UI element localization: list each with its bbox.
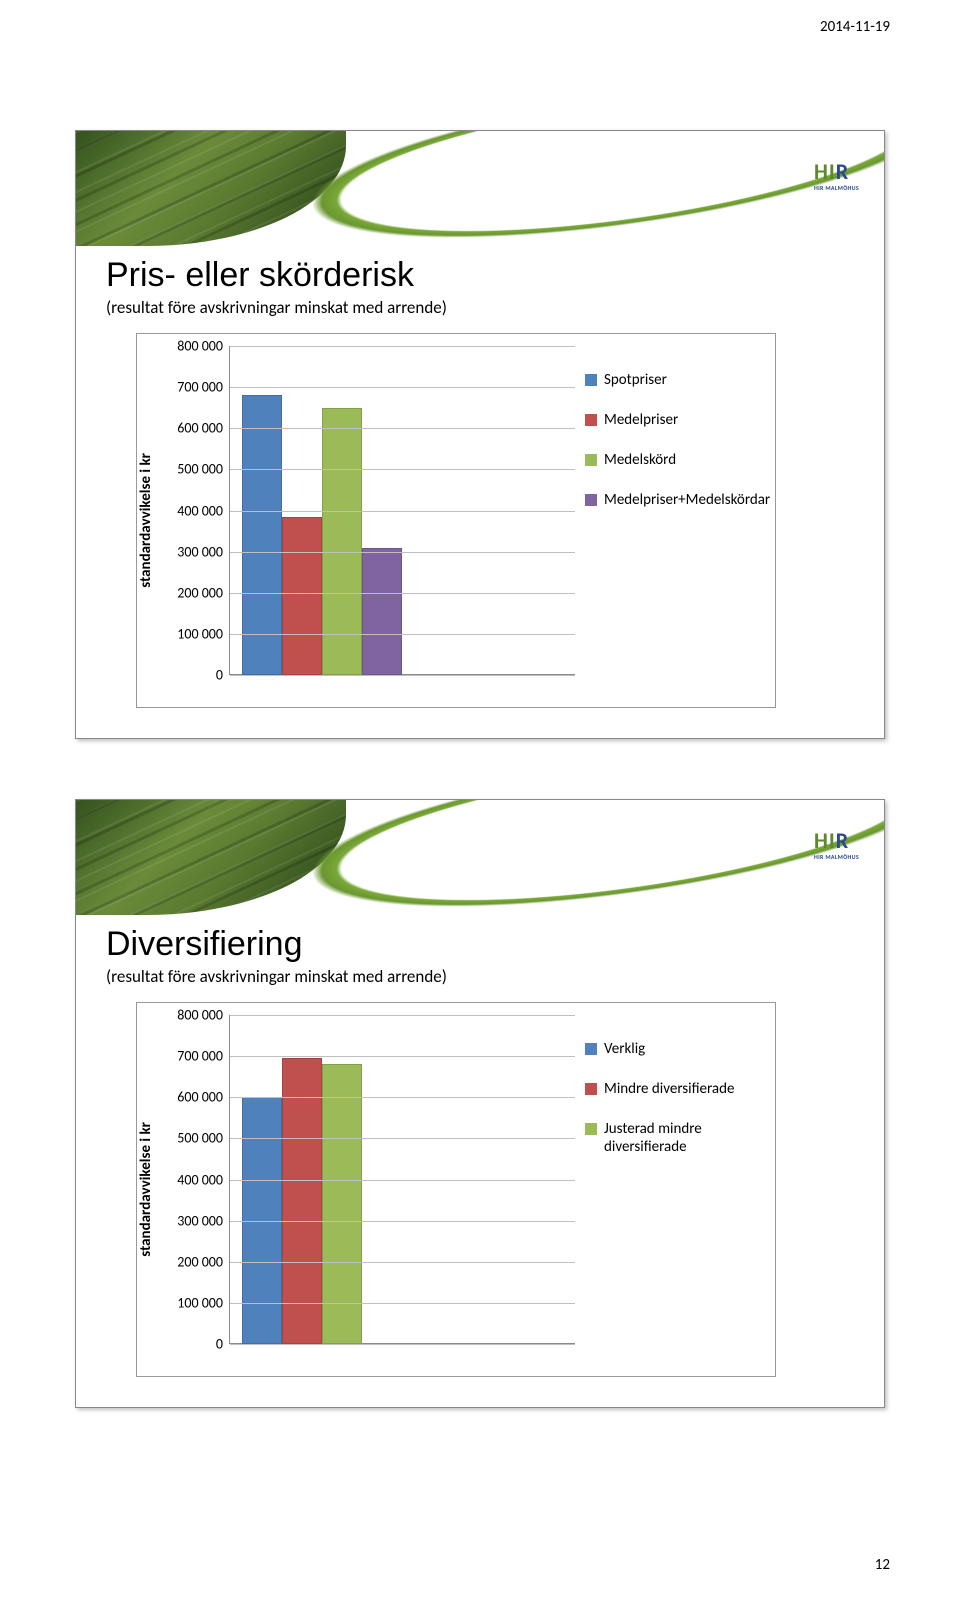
legend-item: Justerad mindre diversifierade: [585, 1120, 765, 1156]
legend-item: Medelpriser+Medelskördar: [585, 491, 765, 509]
legend-swatch: [585, 414, 597, 426]
logo-i: I: [829, 158, 836, 185]
legend-label: Mindre diversifierade: [604, 1080, 734, 1098]
bar: [322, 408, 362, 675]
page: 2014-11-19 HIR HIR MALMÖHUS Pris- eller …: [0, 0, 960, 1604]
logo-sub: HIR MALMÖHUS: [814, 853, 859, 861]
hir-logo: HIR HIR MALMÖHUS: [814, 161, 859, 192]
chart-1: standardavvikelse i kr 800 000 700 000 600…: [136, 333, 776, 708]
gridline: [230, 593, 575, 594]
gridline: [230, 387, 575, 388]
legend-label: Medelpriser+Medelskördar: [604, 491, 770, 509]
page-number: 12: [875, 1556, 890, 1574]
logo-r: R: [836, 158, 849, 185]
logo-sub: HIR MALMÖHUS: [814, 184, 859, 192]
logo-r: R: [836, 827, 849, 854]
slide-header: HIR HIR MALMÖHUS: [76, 800, 884, 915]
hir-logo: HIR HIR MALMÖHUS: [814, 830, 859, 861]
bar: [282, 517, 322, 675]
slide-title: Pris- eller skörderisk: [106, 256, 854, 295]
bar: [362, 548, 402, 675]
y-ticks: 800 000700 000600 000500 000400 000300 0…: [161, 1015, 229, 1344]
legend: Verklig Mindre diversifierade Justerad min…: [575, 1015, 775, 1344]
legend-label: Justerad mindre diversifierade: [604, 1120, 765, 1156]
gridline: [230, 1138, 575, 1139]
gridline: [230, 428, 575, 429]
logo-h: H: [814, 827, 829, 854]
slide-2: HIR HIR MALMÖHUS Diversifiering (resulta…: [75, 799, 885, 1408]
legend-swatch: [585, 494, 597, 506]
bar: [282, 1058, 322, 1344]
gridline: [230, 1344, 575, 1345]
gridline: [230, 346, 575, 347]
y-tick-label: 700 000: [177, 379, 223, 396]
y-tick-label: 800 000: [177, 338, 223, 355]
legend-label: Spotpriser: [604, 371, 667, 389]
legend-swatch: [585, 1043, 597, 1055]
date-header: 2014-11-19: [820, 18, 890, 36]
gridline: [230, 1015, 575, 1016]
gridline: [230, 552, 575, 553]
gridline: [230, 634, 575, 635]
legend-item: Mindre diversifierade: [585, 1080, 765, 1098]
legend-label: Verklig: [604, 1040, 645, 1058]
gridline: [230, 469, 575, 470]
gridline: [230, 1097, 575, 1098]
legend-item: Medelpriser: [585, 411, 765, 429]
y-tick-label: 300 000: [177, 1212, 223, 1229]
y-tick-label: 600 000: [177, 1089, 223, 1106]
legend-label: Medelpriser: [604, 411, 678, 429]
gridline: [230, 675, 575, 676]
slide-1: HIR HIR MALMÖHUS Pris- eller skörderisk …: [75, 130, 885, 739]
y-tick-label: 800 000: [177, 1007, 223, 1024]
gridline: [230, 1303, 575, 1304]
logo-h: H: [814, 158, 829, 185]
slide-subtitle: (resultat före avskrivningar minskat med…: [106, 297, 854, 318]
y-ticks: 800 000700 000600 000500 000400 000300 0…: [161, 346, 229, 675]
legend-label: Medelskörd: [604, 451, 676, 469]
legend-item: Verklig: [585, 1040, 765, 1058]
legend-swatch: [585, 1123, 597, 1135]
y-axis-label: standardavvikelse i kr: [137, 1112, 161, 1267]
y-tick-label: 300 000: [177, 543, 223, 560]
plot-area: [229, 1015, 575, 1344]
y-tick-label: 200 000: [177, 584, 223, 601]
y-tick-label: 400 000: [177, 1171, 223, 1188]
slide-title: Diversifiering: [106, 925, 854, 964]
legend-item: Spotpriser: [585, 371, 765, 389]
gridline: [230, 1262, 575, 1263]
y-tick-label: 0: [216, 1336, 223, 1353]
gridline: [230, 1056, 575, 1057]
legend-swatch: [585, 1083, 597, 1095]
slide-subtitle: (resultat före avskrivningar minskat med…: [106, 966, 854, 987]
gridline: [230, 1180, 575, 1181]
legend-swatch: [585, 374, 597, 386]
y-tick-label: 400 000: [177, 502, 223, 519]
logo-i: I: [829, 827, 836, 854]
y-tick-label: 100 000: [177, 1294, 223, 1311]
gridline: [230, 1221, 575, 1222]
y-tick-label: 100 000: [177, 625, 223, 642]
y-tick-label: 0: [216, 667, 223, 684]
y-tick-label: 600 000: [177, 420, 223, 437]
y-tick-label: 700 000: [177, 1048, 223, 1065]
y-axis-label: standardavvikelse i kr: [137, 443, 161, 598]
legend-item: Medelskörd: [585, 451, 765, 469]
legend-swatch: [585, 454, 597, 466]
gridline: [230, 511, 575, 512]
y-tick-label: 500 000: [177, 1130, 223, 1147]
slide-header: HIR HIR MALMÖHUS: [76, 131, 884, 246]
y-tick-label: 500 000: [177, 461, 223, 478]
plot-area: [229, 346, 575, 675]
legend: Spotpriser Medelpriser Medelskörd Medelpris…: [575, 346, 775, 675]
y-tick-label: 200 000: [177, 1253, 223, 1270]
chart-2: standardavvikelse i kr 800 000 700 000 600…: [136, 1002, 776, 1377]
